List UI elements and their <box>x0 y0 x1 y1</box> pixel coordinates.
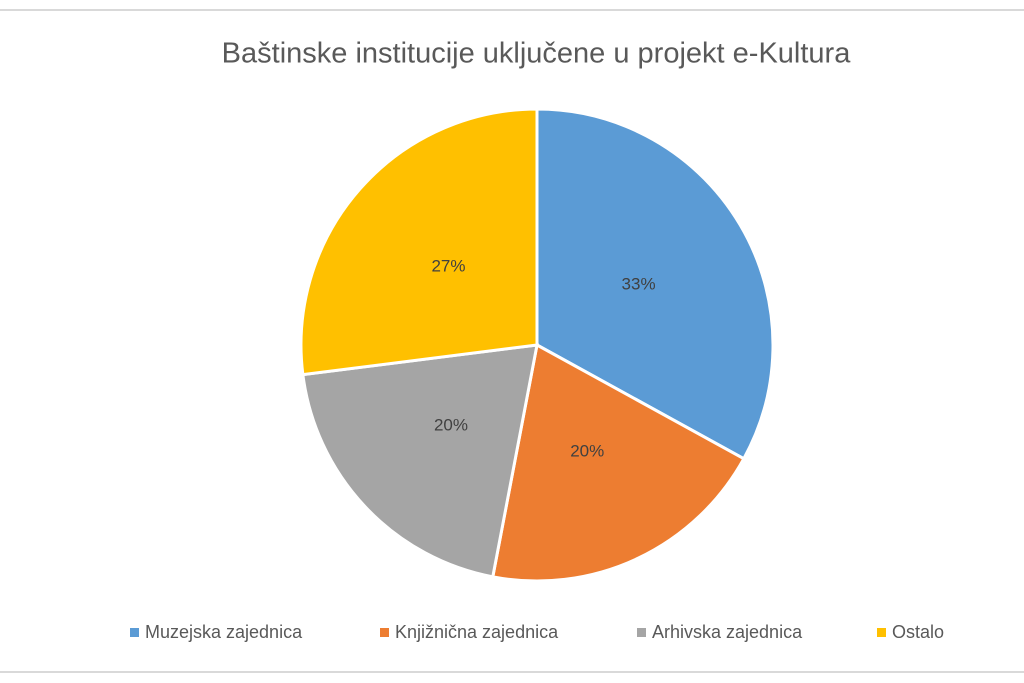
pie-slice <box>535 107 775 461</box>
pie-slice <box>301 343 539 579</box>
legend-label: Muzejska zajednica <box>145 622 303 642</box>
data-label: 20% <box>434 415 468 434</box>
data-label: 27% <box>431 256 465 275</box>
legend-swatch <box>877 628 886 637</box>
data-label: 20% <box>570 441 604 460</box>
legend-swatch <box>380 628 389 637</box>
legend-label: Knjižnična zajednica <box>395 622 559 642</box>
pie-slice <box>299 107 539 377</box>
data-label: 33% <box>622 274 656 293</box>
legend-label: Arhivska zajednica <box>652 622 803 642</box>
legend-swatch <box>130 628 139 637</box>
chart-title: Baštinske institucije uključene u projek… <box>222 38 852 70</box>
legend-label: Ostalo <box>892 622 944 642</box>
legend-swatch <box>637 628 646 637</box>
pie-slice <box>491 342 746 583</box>
